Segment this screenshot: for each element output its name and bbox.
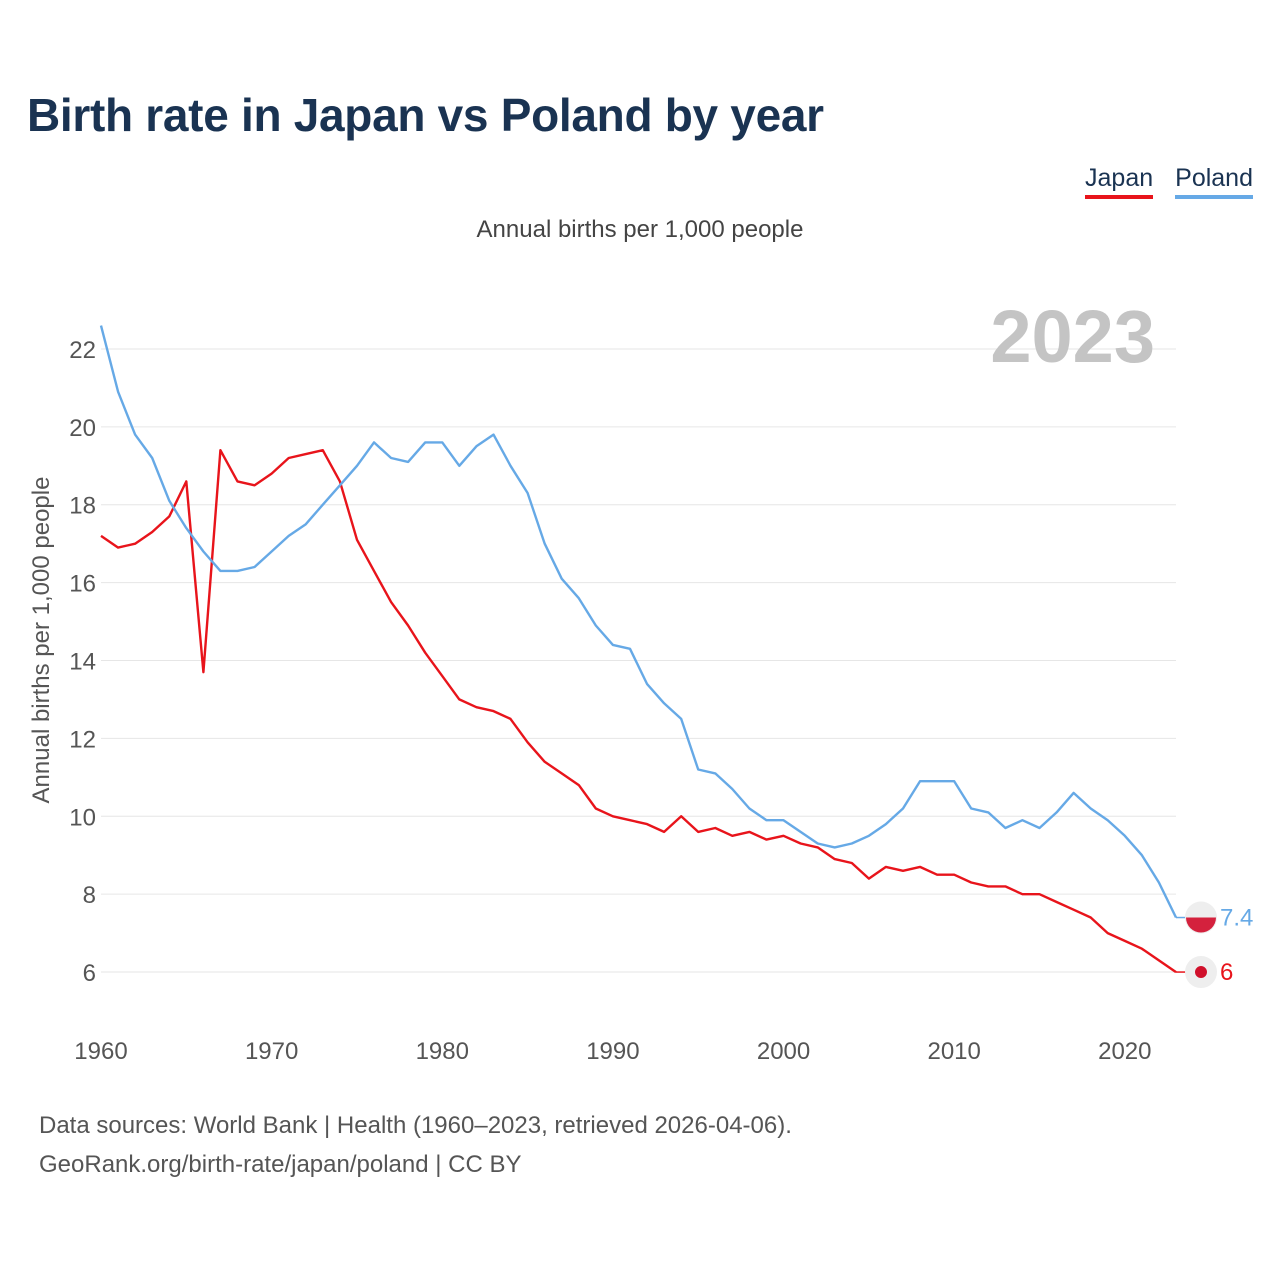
y-tick-label: 14 [69,649,96,676]
source-line: Data sources: World Bank | Health (1960–… [39,1112,792,1139]
poland-flag-red-half [1186,917,1216,933]
y-tick-label: 8 [83,882,96,909]
y-tick-label: 20 [69,415,96,442]
series-line-japan [100,449,1177,974]
y-tick-label: 10 [69,804,96,831]
line-chart: 6 8 10 12 14 16 18 20 22 1960 1970 1980 1990 2000 201… [69,295,1253,1065]
x-tick-label: 1960 [74,1038,127,1065]
y-tick-label: 22 [69,337,96,364]
legend: Japan Poland [1085,164,1253,199]
y-tick-label: 6 [83,960,96,987]
year-watermark: 2023 [990,295,1155,378]
data-source-footer: Data sources: World Bank | Health (1960–… [39,1106,792,1184]
y-tick-label: 18 [69,493,96,520]
x-tick-label: 1990 [586,1038,639,1065]
x-tick-label: 2000 [757,1038,810,1065]
x-axis-ticks: 1960 1970 1980 1990 2000 2010 2020 [74,1038,1151,1065]
chart-title: Birth rate in Japan vs Poland by year [27,89,824,141]
y-tick-label: 16 [69,571,96,598]
x-tick-label: 1980 [416,1038,469,1065]
series-line-poland [99,325,1178,919]
y-axis-ticks: 6 8 10 12 14 16 18 20 22 [69,337,96,987]
chart-subtitle: Annual births per 1,000 people [476,216,804,243]
x-tick-label: 2010 [927,1038,980,1065]
x-tick-label: 2020 [1098,1038,1151,1065]
legend-item-poland[interactable]: Poland [1175,164,1253,199]
x-tick-label: 1970 [245,1038,298,1065]
series-lines [99,325,1178,974]
attribution-line: GeoRank.org/birth-rate/japan/poland | CC… [39,1151,522,1178]
y-tick-label: 12 [69,726,96,753]
legend-item-japan[interactable]: Japan [1085,164,1154,199]
end-value-label-poland: 7.4 [1220,905,1253,932]
end-markers: 67.4 [1176,901,1253,989]
end-value-label-japan: 6 [1220,959,1233,986]
gridlines [101,348,1176,973]
japan-flag-sun [1195,966,1207,979]
